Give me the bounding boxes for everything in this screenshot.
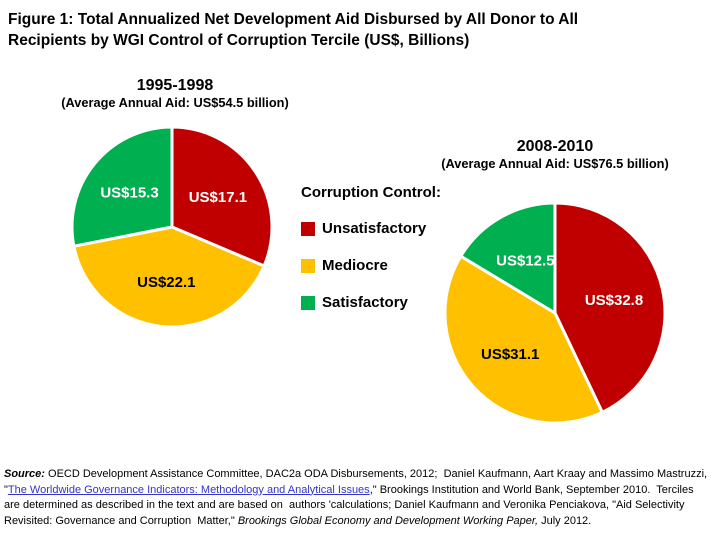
pie-2008-2010-title: 2008-2010 — [516, 138, 594, 155]
pie-chart-2008-2010: US$32.8 US$31.1 US$12.5 — [443, 201, 667, 425]
pie-slice-label-mediocre: US$22.1 — [137, 274, 195, 291]
pie-slice-unsatisfactory — [553, 201, 667, 414]
legend-swatch-unsatisfactory — [301, 221, 315, 236]
source-footnote: Source: OECD Development Assistance Comm… — [4, 467, 711, 529]
pie-1995-1998-subtitle: (Average Annual Aid: US$54.5 billion) — [61, 95, 289, 110]
figure-title: Figure 1: Total Annualized Net Developme… — [8, 9, 688, 51]
figure-title-line-1: Figure 1: Total Annualized Net Developme… — [8, 11, 579, 28]
wgi-paper-link[interactable]: The Worldwide Governance Indicators: Met… — [7, 483, 370, 496]
legend-label: Mediocre — [322, 257, 388, 274]
pie-slice-unsatisfactory — [170, 125, 274, 268]
pie-1995-1998-title: 1995-1998 — [136, 77, 214, 94]
legend: Corruption Control: Unsatisfactory Medioc… — [301, 184, 471, 332]
legend-label: Unsatisfactory — [322, 220, 427, 237]
footnote-segment: ," Brookings Institution and World Bank,… — [4, 483, 697, 527]
footnote-segment: July 2012. — [538, 514, 592, 527]
legend-item-unsatisfactory: Unsatisfactory — [301, 221, 471, 236]
footnote-segment: OECD Development Assistance Committee, D… — [4, 468, 711, 496]
pie-slice-satisfactory — [459, 201, 557, 315]
legend-label: Satisfactory — [322, 294, 408, 311]
pie-slice-label-unsatisfactory: US$17.1 — [189, 189, 247, 206]
pie-chart-1995-1998: US$17.1 US$22.1 US$15.3 — [70, 125, 274, 329]
legend-item-mediocre: Mediocre — [301, 258, 471, 273]
pie-slice-mediocre — [72, 225, 266, 329]
pie-slice-satisfactory — [70, 125, 174, 248]
pie-1995-1998-header: 1995-1998 (Average Annual Aid: US$54.5 b… — [35, 76, 315, 111]
figure-title-line-2: Recipients by WGI Control of Corruption … — [8, 32, 470, 49]
legend-item-satisfactory: Satisfactory — [301, 295, 471, 310]
pie-slice-mediocre — [443, 254, 604, 425]
pie-2008-2010-header: 2008-2010 (Average Annual Aid: US$76.5 b… — [405, 137, 705, 172]
pie-slice-label-satisfactory: US$15.3 — [100, 184, 158, 201]
legend-title: Corruption Control: — [301, 184, 441, 201]
pie-slice-label-mediocre: US$31.1 — [481, 346, 539, 363]
pie-2008-2010-subtitle: (Average Annual Aid: US$76.5 billion) — [441, 156, 669, 171]
legend-swatch-mediocre — [301, 258, 315, 273]
pie-slice-label-satisfactory: US$12.5 — [496, 253, 554, 270]
footnote-segment: Brookings Global Economy and Development… — [237, 514, 539, 527]
footnote-segment: Source: — [4, 468, 45, 480]
legend-items: Unsatisfactory Mediocre Satisfactory — [301, 221, 471, 310]
legend-swatch-satisfactory — [301, 295, 315, 310]
pie-slice-label-unsatisfactory: US$32.8 — [585, 292, 643, 309]
